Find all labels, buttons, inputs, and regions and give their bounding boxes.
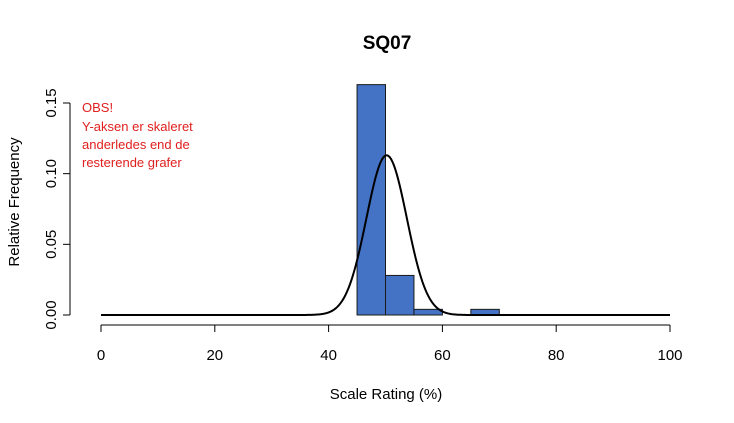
note-line-3: anderledes end de <box>82 137 190 152</box>
x-tick-label: 40 <box>320 347 337 364</box>
note-line-2: Y-aksen er skaleret <box>82 119 193 134</box>
y-axis-label: Relative Frequency <box>6 137 23 267</box>
x-tick-label: 20 <box>206 347 223 364</box>
y-axis: 0.00 0.05 0.10 0.15 <box>43 88 71 330</box>
y-tick-label: 0.05 <box>43 230 60 259</box>
x-tick-label: 0 <box>97 347 105 364</box>
histogram-bars <box>356 84 500 316</box>
note-line-1: OBS! <box>82 100 113 115</box>
y-tick-label: 0.00 <box>43 300 60 329</box>
x-tick-label: 80 <box>548 347 565 364</box>
x-axis: 0 20 40 60 80 100 <box>97 324 683 364</box>
y-tick-label: 0.10 <box>43 159 60 188</box>
scale-note: OBS! Y-aksen er skaleret anderledes end … <box>82 100 193 170</box>
note-line-4: resterende grafer <box>82 155 182 170</box>
histogram-bar-1 <box>385 274 415 316</box>
histogram-bar-2 <box>413 308 443 316</box>
x-tick-label: 100 <box>657 347 682 364</box>
x-tick-label: 60 <box>434 347 451 364</box>
x-axis-label: Scale Rating (%) <box>330 386 443 403</box>
density-curve <box>101 154 670 316</box>
chart-title: SQ07 <box>363 33 412 54</box>
y-tick-label: 0.15 <box>43 88 60 117</box>
